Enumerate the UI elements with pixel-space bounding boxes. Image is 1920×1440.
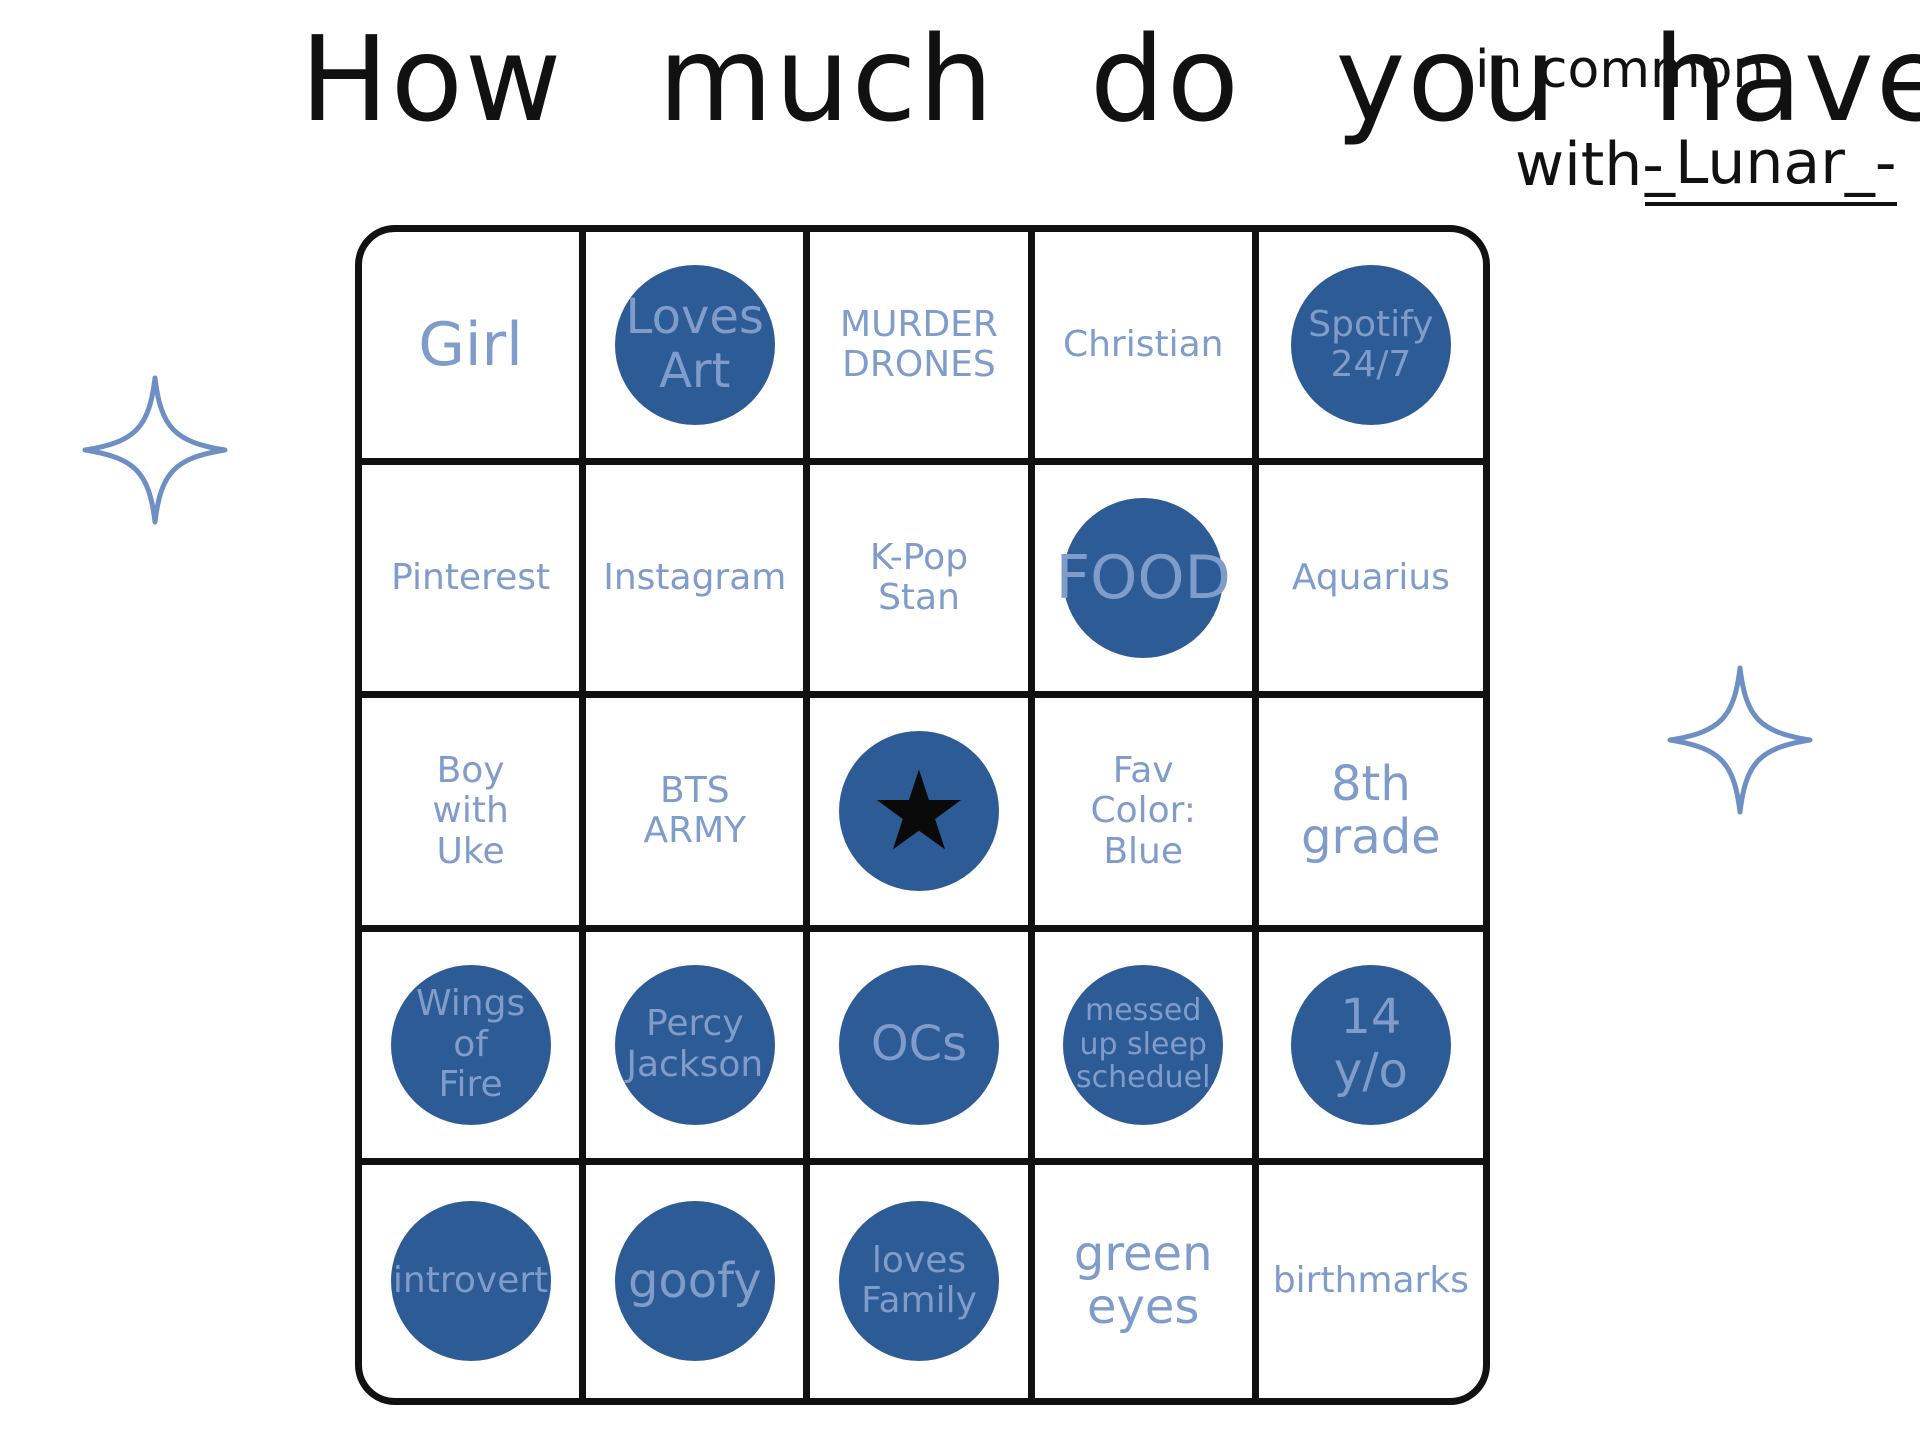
- bingo-cell-label: messed up sleep scheduel: [1075, 993, 1211, 1096]
- bingo-cell[interactable]: Aquarius: [1258, 465, 1483, 699]
- bingo-cell[interactable]: Christian: [1034, 232, 1259, 466]
- marker-dot: [614, 265, 775, 426]
- marker-dot: [1290, 265, 1451, 426]
- bingo-cell-label: Loves Art: [625, 289, 764, 400]
- bingo-cell-label: goofy: [627, 1252, 762, 1309]
- marker-dot: [838, 1201, 999, 1362]
- bingo-cell[interactable]: BTS ARMY: [586, 698, 811, 932]
- bingo-cell-label: Pinterest: [391, 557, 551, 599]
- bingo-cell-label: Aquarius: [1291, 557, 1450, 599]
- bingo-cell-label: Fav Color: Blue: [1090, 750, 1196, 872]
- username: _Lunar_-: [1645, 128, 1897, 206]
- bingo-cell[interactable]: introvert: [362, 1164, 587, 1398]
- title-in-common: in common: [1475, 40, 1766, 100]
- bingo-cell-label: Boy with Uke: [432, 750, 509, 872]
- bingo-cell-label: BTS ARMY: [643, 770, 747, 852]
- marker-dot: [838, 731, 999, 892]
- bingo-cell[interactable]: Girl: [362, 232, 587, 466]
- marker-dot: [614, 964, 775, 1125]
- bingo-cell-label: 8th grade: [1301, 755, 1441, 866]
- bingo-cell[interactable]: Percy Jackson: [586, 931, 811, 1165]
- bingo-cell[interactable]: 14 y/o: [1258, 932, 1483, 1165]
- bingo-cell[interactable]: loves Family: [810, 1164, 1035, 1398]
- marker-dot: [1063, 498, 1224, 659]
- marker-dot: [1290, 964, 1451, 1125]
- bingo-cell[interactable]: K-Pop Stan: [810, 465, 1035, 699]
- bingo-cell-label: MURDER DRONES: [840, 303, 998, 386]
- bingo-cell-label: Christian: [1062, 323, 1224, 365]
- bingo-cell[interactable]: FOOD: [1034, 465, 1259, 699]
- bingo-cell-label: introvert: [392, 1260, 549, 1302]
- bingo-cell-label: OCs: [870, 1015, 968, 1072]
- sparkle-right-icon: [1667, 665, 1813, 815]
- bingo-cell-label: Instagram: [603, 557, 787, 599]
- bingo-cell-label: K-Pop Stan: [869, 536, 969, 619]
- bingo-cell-label: 14 y/o: [1333, 988, 1408, 1099]
- bingo-cell-label: Percy Jackson: [626, 1003, 764, 1085]
- page-title: How much do you have: [300, 10, 1920, 148]
- bingo-cell[interactable]: Spotify 24/7: [1258, 232, 1483, 466]
- bingo-cell[interactable]: Wings of Fire: [362, 931, 587, 1165]
- bingo-cell[interactable]: Instagram: [586, 465, 811, 699]
- bingo-cell[interactable]: green eyes: [1035, 1164, 1259, 1398]
- bingo-cell[interactable]: goofy: [586, 1164, 811, 1398]
- bingo-cell[interactable]: OCs: [810, 931, 1035, 1165]
- bingo-cell[interactable]: Loves Art: [586, 232, 811, 466]
- bingo-cell[interactable]: Fav Color: Blue: [1034, 698, 1259, 932]
- sparkle-left-icon: [82, 375, 228, 525]
- title-with: with-: [1515, 130, 1664, 200]
- bingo-cell-label: Wings of Fire: [415, 983, 526, 1105]
- bingo-cell-label: green eyes: [1073, 1225, 1213, 1336]
- bingo-cell[interactable]: Pinterest: [362, 465, 587, 699]
- bingo-cell[interactable]: MURDER DRONES: [810, 232, 1035, 466]
- bingo-cell[interactable]: 8th grade: [1258, 698, 1483, 932]
- bingo-card: Girl Loves Art MURDER DRONES Christian Spoti…: [355, 225, 1490, 1405]
- marker-dot: [390, 1201, 551, 1362]
- marker-dot: [390, 964, 551, 1125]
- marker-dot: [838, 964, 999, 1125]
- bingo-cell-label: Girl: [418, 309, 523, 380]
- bingo-cell[interactable]: messed up sleep scheduel: [1034, 931, 1259, 1165]
- marker-dot: [1063, 964, 1224, 1125]
- bingo-cell-label: loves Family: [861, 1240, 977, 1322]
- bingo-cell-label: birthmarks: [1272, 1260, 1469, 1302]
- bingo-cell[interactable]: Boy with Uke: [362, 698, 587, 932]
- bingo-cell[interactable]: ★: [810, 698, 1035, 932]
- bingo-cell-label: FOOD: [1055, 542, 1231, 613]
- marker-dot: [614, 1201, 775, 1362]
- bingo-cell-label: Spotify 24/7: [1308, 303, 1434, 386]
- star-icon: ★: [869, 747, 969, 876]
- bingo-cell[interactable]: birthmarks: [1259, 1165, 1483, 1398]
